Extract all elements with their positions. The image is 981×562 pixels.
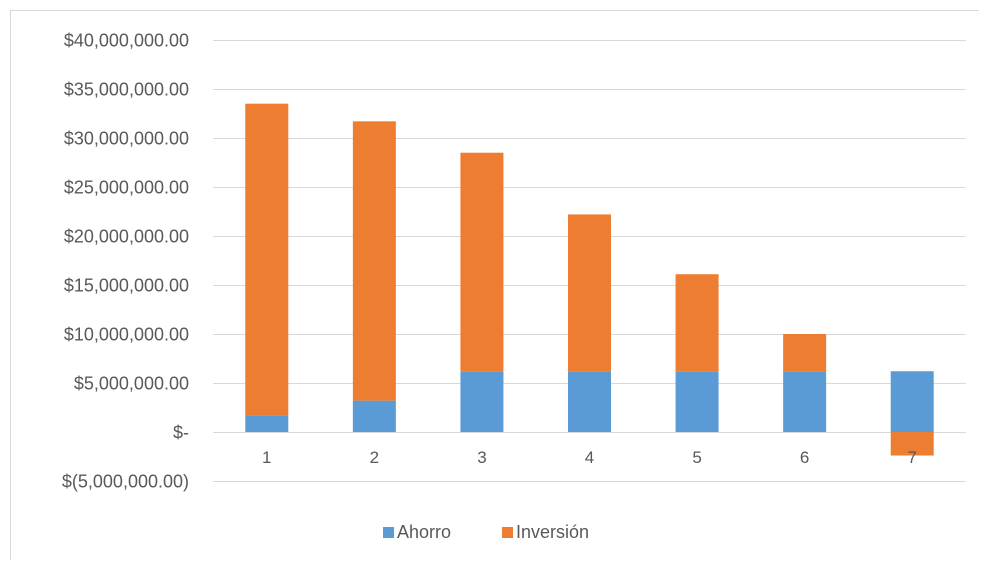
- bar-inversi-n-7: [890, 432, 934, 456]
- y-tick-label: $10,000,000.00: [64, 325, 189, 345]
- bar-inversi-n-1: [245, 103, 289, 416]
- y-tick-label: $40,000,000.00: [64, 31, 189, 51]
- bar-ahorro-6: [783, 371, 827, 432]
- x-axis-tick-labels: 1 2 3 4 5 6 7: [262, 448, 917, 467]
- x-tick-label: 1: [262, 448, 271, 467]
- bar-ahorro-2: [352, 400, 396, 432]
- x-tick-label: 4: [585, 448, 594, 467]
- y-tick-label: $(5,000,000.00): [62, 472, 189, 492]
- legend-swatch-ahorro: [383, 527, 394, 538]
- legend-label: Inversión: [516, 522, 589, 542]
- y-tick-label: $15,000,000.00: [64, 276, 189, 296]
- y-tick-label: $35,000,000.00: [64, 80, 189, 100]
- bar-ahorro-3: [460, 371, 504, 432]
- y-tick-label: $25,000,000.00: [64, 178, 189, 198]
- bar-inversi-n-3: [460, 152, 504, 372]
- bar-inversi-n-6: [783, 334, 827, 372]
- y-axis-tick-labels: $40,000,000.00 $35,000,000.00 $30,000,000.…: [62, 31, 189, 492]
- legend-label: Ahorro: [397, 522, 451, 542]
- legend-swatch-inversi-n: [502, 527, 513, 538]
- x-tick-label: 7: [907, 448, 916, 467]
- y-tick-label: $30,000,000.00: [64, 129, 189, 149]
- legend: Ahorro Inversión: [383, 522, 589, 542]
- bar-inversi-n-2: [352, 121, 396, 401]
- x-tick-label: 6: [800, 448, 809, 467]
- y-tick-label: $20,000,000.00: [64, 227, 189, 247]
- x-tick-label: 3: [477, 448, 486, 467]
- bar-inversi-n-4: [568, 214, 611, 372]
- bar-ahorro-5: [675, 371, 719, 432]
- y-tick-label: $-: [173, 423, 189, 443]
- bar-ahorro-1: [245, 415, 289, 432]
- x-tick-label: 2: [370, 448, 379, 467]
- bar-ahorro-4: [568, 371, 611, 432]
- bar-inversi-n-5: [675, 274, 719, 372]
- bars: [245, 103, 934, 456]
- x-tick-label: 5: [692, 448, 701, 467]
- y-tick-label: $5,000,000.00: [74, 374, 189, 394]
- bar-ahorro-7: [890, 371, 934, 432]
